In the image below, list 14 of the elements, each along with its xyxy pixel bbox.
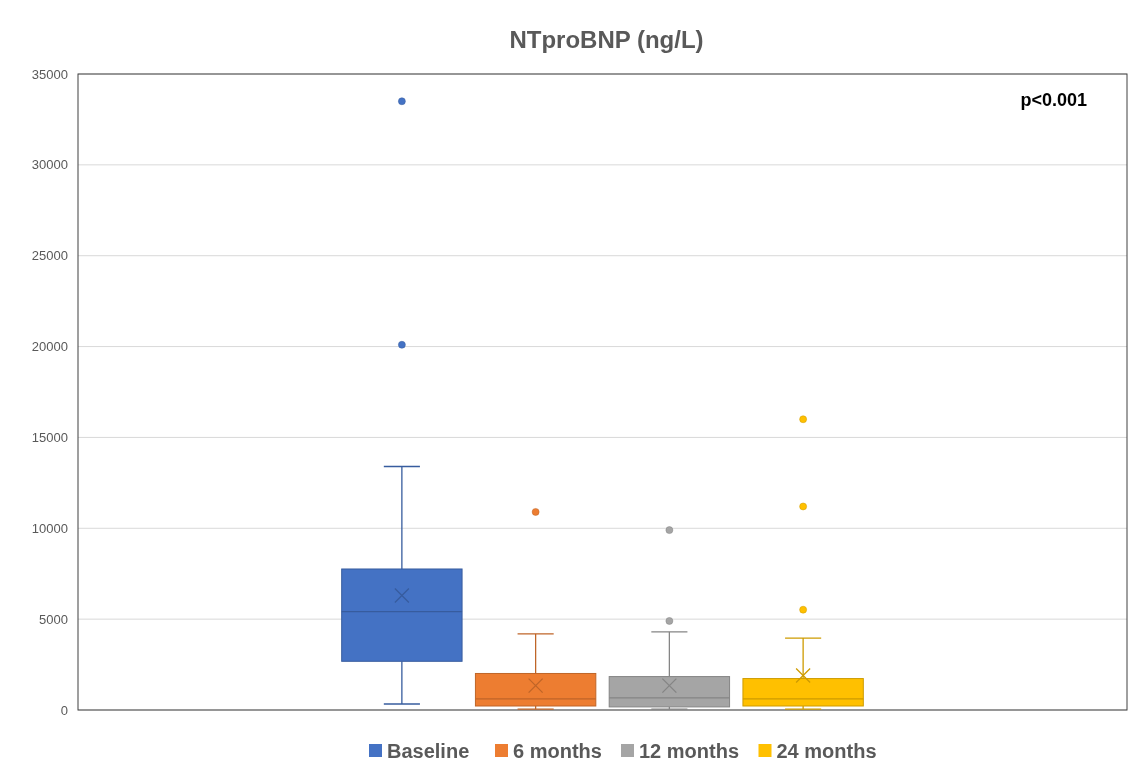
legend-label: 24 months <box>776 739 877 762</box>
y-tick-label: 30000 <box>31 157 68 173</box>
annotation: p<0.001 <box>1020 90 1087 110</box>
y-tick-label: 15000 <box>31 429 68 445</box>
y-tick-label: 0 <box>60 702 68 718</box>
y-tick-label: 35000 <box>31 66 68 82</box>
legend-label: 12 months <box>639 739 740 762</box>
y-tick-label: 5000 <box>39 611 68 627</box>
y-tick-label: 25000 <box>31 248 68 264</box>
y-tick-label: 10000 <box>31 520 68 536</box>
chart-title: NTproBNP (ng/L) <box>509 26 704 53</box>
legend-label: Baseline <box>387 739 470 762</box>
y-tick-label: 20000 <box>31 339 68 355</box>
legend-label: 6 months <box>513 739 602 762</box>
